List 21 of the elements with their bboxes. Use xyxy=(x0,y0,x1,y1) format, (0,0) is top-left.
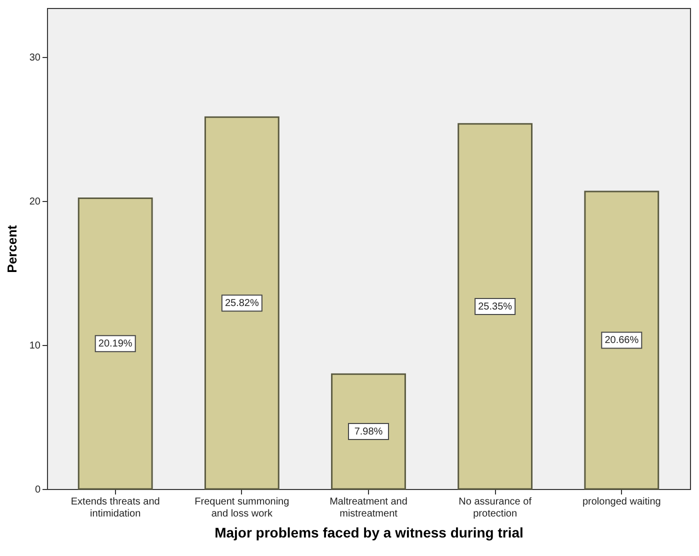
x-tick-label: Frequent summoning and loss work xyxy=(194,496,290,520)
data-label: 20.66% xyxy=(604,335,639,346)
data-label: 7.98% xyxy=(354,426,383,438)
y-axis-title: Percent xyxy=(4,224,20,273)
y-tick-label: 30 xyxy=(29,52,41,64)
bar xyxy=(78,197,153,490)
y-tick-label: 10 xyxy=(29,340,41,352)
bar xyxy=(584,190,660,490)
data-label: 25.35% xyxy=(478,301,512,312)
x-tick-label: Extends threats and intimidation xyxy=(70,496,160,520)
x-tick-label: Maltreatment and mistreatment xyxy=(330,496,408,520)
x-tick-label: No assurance of protection xyxy=(458,496,532,520)
data-label: 25.82% xyxy=(224,298,259,310)
x-tick-label: prolonged waiting xyxy=(582,496,661,508)
data-label: 20.19% xyxy=(98,338,132,350)
x-axis-title: Major problems faced by a witness during trial xyxy=(214,524,524,540)
bar xyxy=(204,116,280,490)
y-tick-label: 0 xyxy=(34,484,41,496)
bar xyxy=(458,123,533,490)
y-tick-label: 20 xyxy=(29,196,41,208)
bar xyxy=(331,373,406,490)
